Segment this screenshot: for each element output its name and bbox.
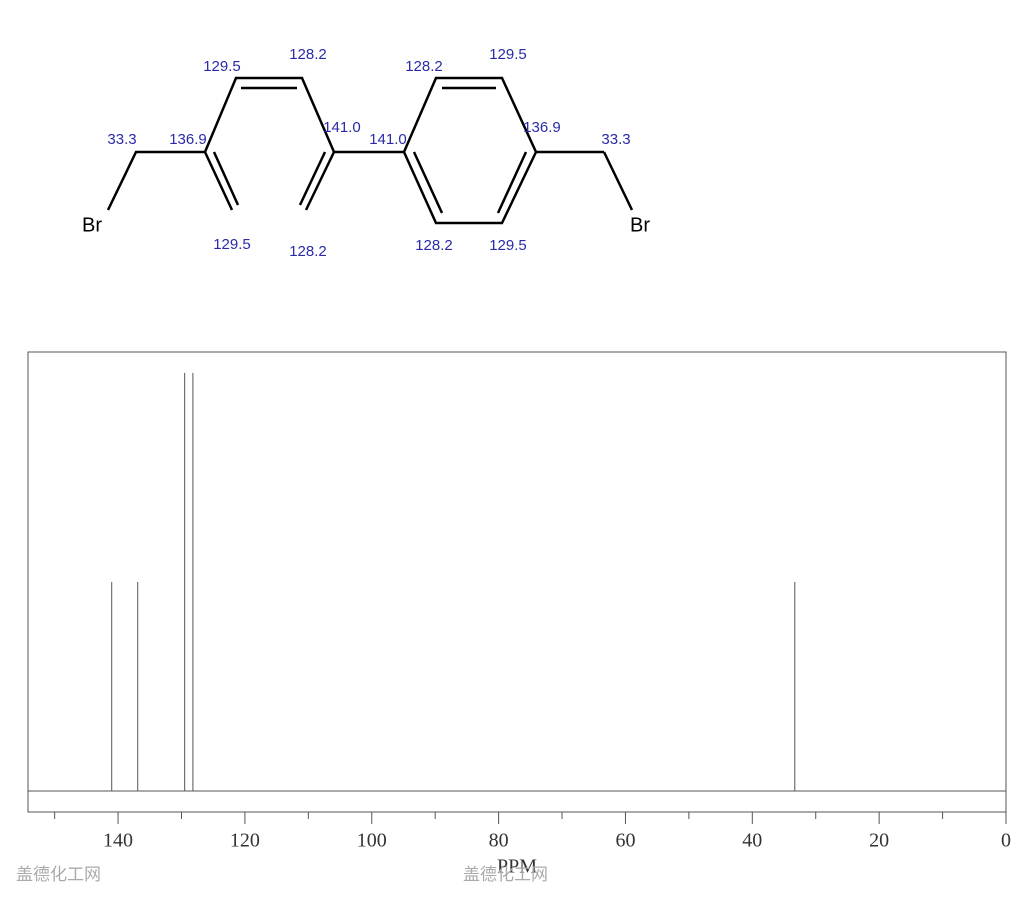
shift-label: 128.2 — [405, 58, 443, 75]
x-tick-label: 140 — [103, 830, 133, 852]
bond — [203, 151, 234, 211]
shift-label: 33.3 — [601, 131, 630, 148]
x-tick-label: 120 — [230, 830, 260, 852]
atom-label: Br — [82, 214, 102, 236]
shift-label: 129.5 — [203, 58, 241, 75]
atom-label: Br — [630, 214, 650, 236]
bond — [602, 151, 634, 211]
watermark: 盖德化工网 — [463, 865, 548, 885]
x-tick-label: 80 — [489, 830, 509, 852]
shift-label: 128.2 — [289, 46, 327, 63]
x-tick-label: 0 — [1001, 830, 1011, 852]
shift-label: 33.3 — [107, 131, 136, 148]
x-tick-label: 40 — [742, 830, 762, 852]
shift-label: 129.5 — [489, 237, 527, 254]
shift-label: 141.0 — [323, 119, 361, 136]
x-tick-label: 100 — [357, 830, 387, 852]
shift-label: 129.5 — [213, 236, 251, 253]
molecule — [106, 76, 634, 225]
shift-label: 136.9 — [523, 119, 561, 136]
bond — [496, 151, 528, 214]
plot-frame — [27, 351, 1007, 813]
bond — [212, 151, 240, 206]
bond — [298, 151, 327, 206]
bond — [106, 76, 538, 225]
x-tick-label: 20 — [869, 830, 889, 852]
shift-label: 128.2 — [415, 237, 453, 254]
bond — [412, 151, 444, 214]
bond — [304, 151, 336, 211]
watermark: 盖德化工网 — [16, 865, 101, 885]
shift-label: 141.0 — [369, 131, 407, 148]
shift-label: 128.2 — [289, 243, 327, 260]
x-axis-label: PPM — [497, 856, 537, 878]
shift-label: 136.9 — [169, 131, 207, 148]
shift-label: 129.5 — [489, 46, 527, 63]
x-tick-label: 60 — [615, 830, 635, 852]
